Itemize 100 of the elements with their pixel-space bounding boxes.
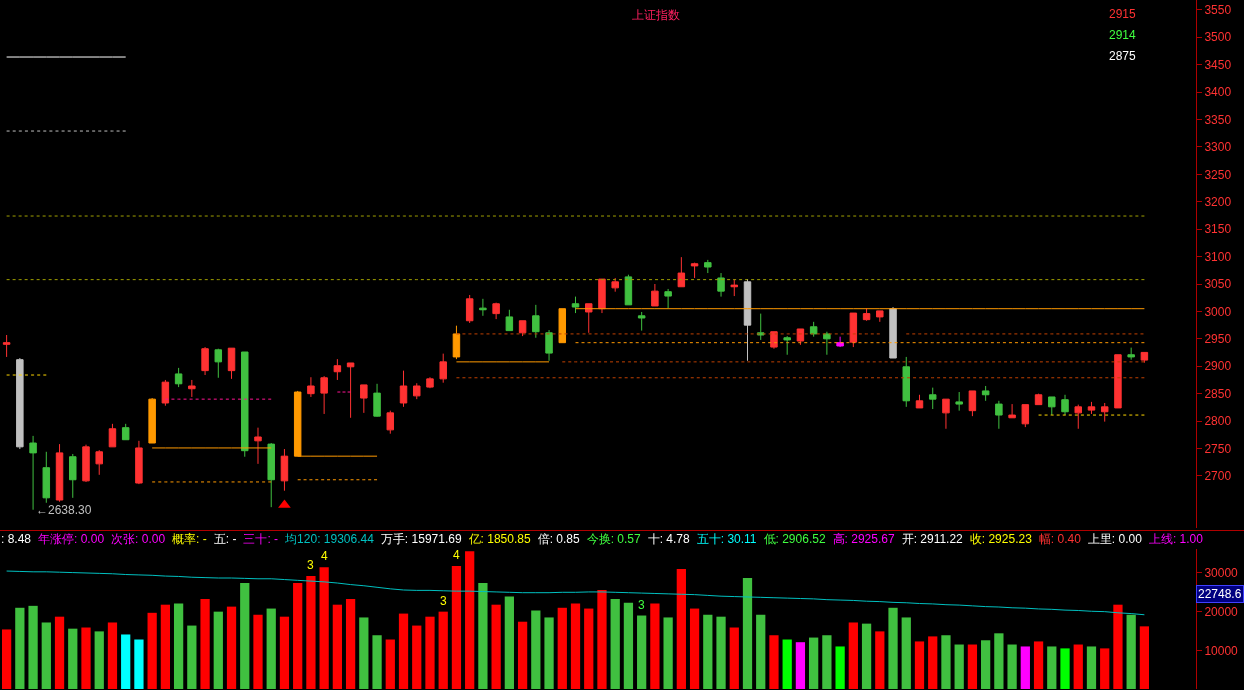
candlestick — [1021, 404, 1030, 428]
bar — [650, 603, 660, 689]
bar — [901, 617, 911, 689]
candlestick — [161, 379, 170, 407]
bar — [54, 616, 65, 689]
candlestick — [849, 312, 858, 348]
y-tick-label: 20000 — [1204, 604, 1239, 619]
bar — [200, 598, 210, 689]
candlestick — [730, 278, 739, 297]
bar — [253, 614, 263, 689]
candlestick — [360, 384, 368, 414]
bar — [756, 614, 766, 689]
bar — [795, 642, 806, 689]
bar — [531, 610, 541, 689]
candlestick — [1074, 404, 1082, 430]
candlestick — [479, 298, 487, 317]
bar — [597, 589, 607, 689]
candlestick — [1140, 351, 1149, 364]
candlestick — [809, 321, 818, 338]
text: 年涨停: 0.00 — [38, 532, 105, 546]
candlestick — [188, 379, 196, 398]
candlestick — [1008, 403, 1016, 419]
bar — [412, 625, 422, 689]
text: 幅: 0.40 — [1038, 532, 1081, 546]
candlestick — [677, 256, 686, 288]
bar — [465, 551, 475, 689]
bar — [1113, 604, 1123, 689]
candlestick — [585, 303, 593, 334]
bar — [451, 566, 462, 689]
y-tick-label: 30000 — [1204, 566, 1239, 581]
text: 均120: 19306.44 — [285, 532, 374, 546]
candlestick — [902, 356, 910, 408]
candlestick — [518, 320, 527, 337]
bar — [398, 613, 409, 689]
y-tick-label: 2900 — [1204, 359, 1232, 374]
bar — [888, 607, 898, 689]
candlestick — [280, 448, 289, 492]
bar — [266, 608, 276, 689]
bar — [173, 603, 184, 689]
y-tick-label: 3100 — [1204, 249, 1232, 264]
annotation: 2914 — [1109, 28, 1137, 42]
bar — [742, 578, 753, 689]
annotation: 2915 — [1109, 7, 1137, 21]
bar — [1073, 644, 1083, 689]
candlestick — [399, 370, 408, 408]
bar — [861, 623, 872, 689]
text: 开: 2911.22 — [901, 532, 963, 546]
candlestick — [532, 304, 540, 339]
bar — [385, 639, 395, 689]
text: 上证指数 — [632, 8, 680, 23]
bar — [1047, 646, 1057, 689]
bar — [478, 583, 488, 689]
y-tick-label: 2750 — [1204, 441, 1232, 456]
candlestick — [704, 259, 712, 274]
bar — [517, 621, 528, 689]
candlestick — [148, 397, 156, 444]
bar — [1100, 648, 1110, 689]
bar — [848, 622, 858, 689]
bar — [822, 635, 832, 689]
text: 概率: - — [172, 532, 207, 546]
y-tick-label: 3300 — [1204, 140, 1232, 155]
bar — [584, 608, 594, 689]
bar — [716, 616, 726, 689]
bar — [41, 622, 51, 689]
bar — [637, 615, 647, 689]
candlestick — [664, 288, 672, 310]
candlestick — [770, 331, 778, 350]
y-tick-label: 2700 — [1204, 469, 1232, 484]
candlestick — [492, 302, 500, 320]
bar — [147, 612, 157, 689]
bar — [914, 641, 925, 689]
candlestick — [981, 385, 990, 402]
y-tick-label: 3000 — [1204, 304, 1232, 319]
candlestick — [69, 453, 77, 499]
bar — [240, 583, 250, 689]
bar — [689, 608, 700, 689]
candlestick — [995, 400, 1003, 430]
bar — [107, 622, 118, 689]
candlestick — [783, 335, 791, 356]
bar — [994, 633, 1004, 689]
candlestick — [968, 390, 977, 417]
text: 倍: 0.85 — [537, 532, 580, 546]
annotation: ←2638.30 — [36, 503, 92, 517]
bar — [676, 569, 686, 689]
annotation: 4 — [453, 548, 460, 562]
candlestick — [254, 427, 262, 465]
candlestick — [95, 449, 103, 476]
bar — [875, 631, 885, 689]
bar — [835, 646, 845, 689]
text: 次张: 0.00 — [111, 532, 166, 546]
candlestick — [1048, 396, 1056, 416]
candlestick — [346, 362, 355, 419]
candlestick — [320, 375, 328, 415]
candlestick — [55, 443, 64, 503]
candlestick — [386, 410, 395, 435]
bar — [1020, 646, 1030, 689]
candlestick — [505, 309, 514, 332]
candlestick — [333, 358, 342, 381]
bar — [1086, 646, 1097, 689]
candlestick — [823, 331, 831, 356]
